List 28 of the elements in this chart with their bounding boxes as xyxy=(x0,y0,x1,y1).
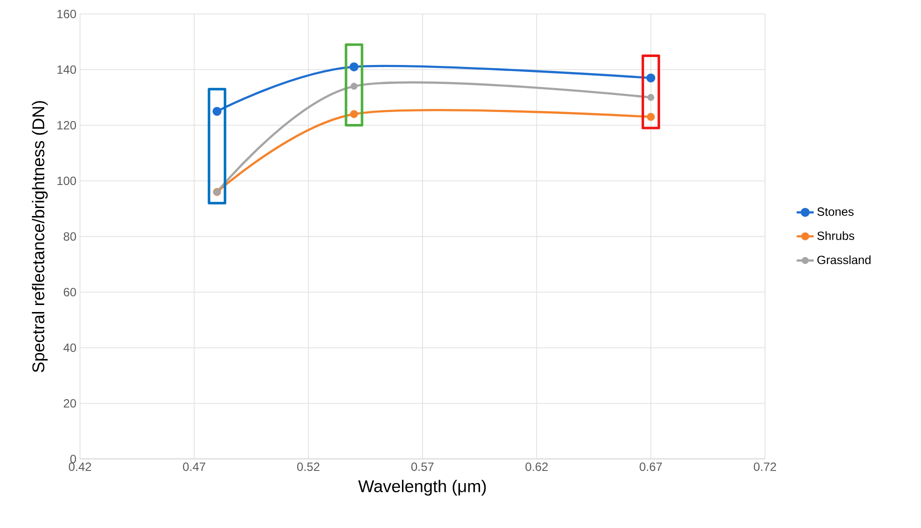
y-tick-label: 60 xyxy=(64,288,76,296)
legend-label: Stones xyxy=(817,207,854,216)
x-tick-label: 0.62 xyxy=(526,462,548,471)
y-tick-label: 20 xyxy=(64,399,76,408)
y-tick-label: 120 xyxy=(57,121,76,130)
x-tick-label: 0.72 xyxy=(754,462,776,471)
y-tick-label: 40 xyxy=(63,344,76,352)
y-tick-label: 100 xyxy=(57,176,76,186)
x-tick-label: 0.67 xyxy=(640,462,662,471)
point xyxy=(350,82,358,90)
y-tick-label: 80 xyxy=(64,232,76,241)
x-tick-label: 0.57 xyxy=(411,462,434,471)
y-tick-label: 140 xyxy=(57,65,76,74)
x-tick-label: 0.47 xyxy=(183,462,206,471)
point xyxy=(646,112,655,121)
point xyxy=(212,106,222,116)
y-tick-label: 0 xyxy=(70,454,76,464)
x-tick-label: 0.52 xyxy=(297,462,320,471)
point xyxy=(350,110,358,118)
y-tick-label: 160 xyxy=(57,10,76,18)
point xyxy=(646,73,656,82)
x-axis-title: Wavelength (μm) xyxy=(358,480,486,496)
legend-label: Shrubs xyxy=(817,231,854,240)
y-axis-title: Spectral reflectance/brightness (DN) xyxy=(32,101,48,372)
point xyxy=(350,62,358,72)
legend-label: Grassland xyxy=(817,255,870,264)
x-tick-label: 0.42 xyxy=(68,462,92,471)
point xyxy=(647,94,654,101)
